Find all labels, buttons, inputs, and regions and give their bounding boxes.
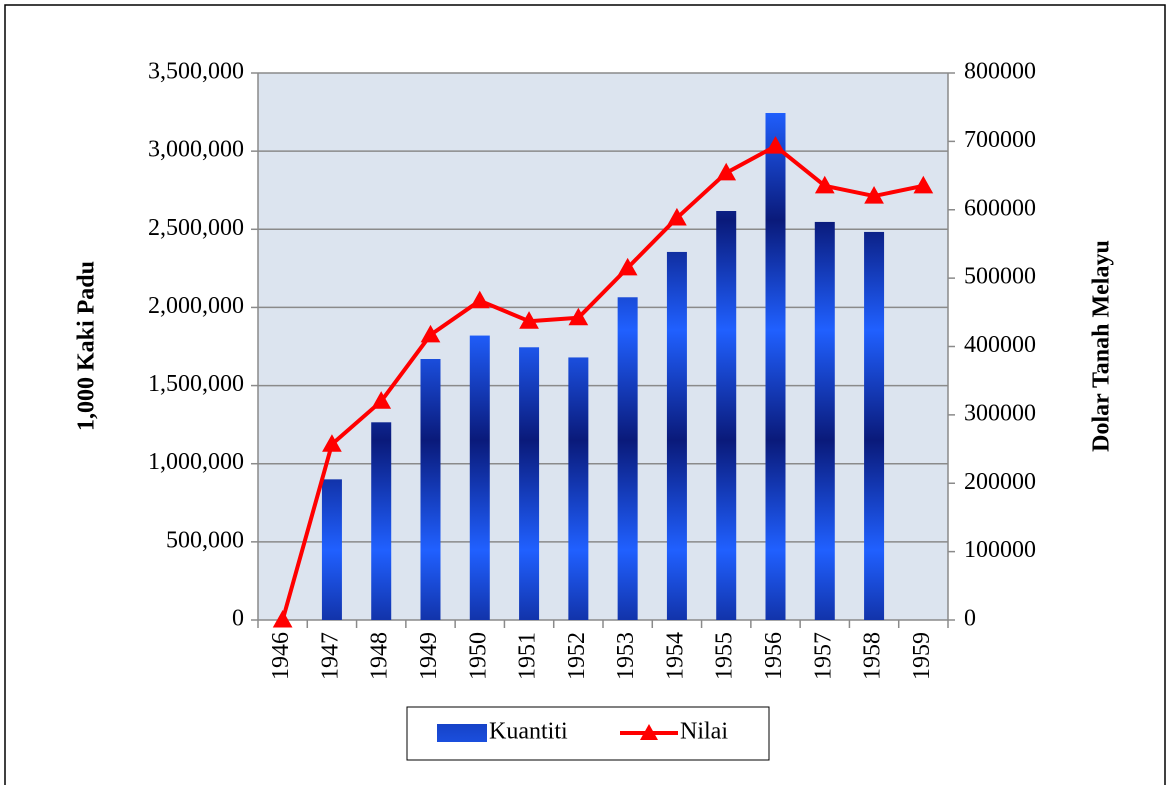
y2-tick-label: 0	[964, 606, 976, 632]
y-tick-label: 2,500,000	[148, 215, 244, 241]
y-tick-label: 1,500,000	[148, 371, 244, 397]
marker	[519, 311, 539, 329]
y2-tick-label: 600000	[964, 195, 1036, 221]
x-tick-label: 1950	[465, 632, 491, 680]
legend-swatch	[437, 724, 487, 742]
x-tick-label: 1953	[613, 632, 639, 680]
y2-tick-label: 500000	[964, 264, 1036, 290]
marker	[469, 290, 490, 309]
y2-tick-label: 400000	[964, 332, 1036, 358]
y-tick-label: 2,000,000	[148, 293, 244, 319]
marker	[667, 207, 687, 226]
x-tick-label: 1952	[564, 632, 590, 680]
marker	[814, 175, 835, 194]
marker	[617, 257, 638, 276]
y-tick-label: 0	[232, 606, 244, 632]
marker	[272, 609, 293, 628]
bar	[666, 251, 687, 620]
plot-area	[258, 73, 948, 620]
legend-label: Kuantiti	[489, 719, 568, 745]
y-axis-title: 1,000 Kaki Padu	[74, 261, 100, 431]
bar	[321, 479, 342, 620]
marker	[568, 307, 589, 326]
bar	[716, 211, 737, 620]
marker	[420, 324, 441, 343]
x-tick-label: 1958	[860, 632, 886, 680]
y-tick-label: 3,500,000	[148, 59, 244, 85]
marker	[371, 391, 392, 409]
y2-tick-label: 200000	[964, 469, 1036, 495]
marker	[322, 434, 342, 452]
x-tick-label: 1956	[761, 632, 787, 680]
bar	[371, 422, 392, 620]
x-tick-label: 1951	[515, 632, 541, 680]
bar	[617, 297, 638, 620]
legend-marker	[640, 724, 658, 740]
y-tick-label: 3,000,000	[148, 137, 244, 163]
legend-label: Nilai	[680, 719, 728, 745]
x-tick-label: 1959	[909, 632, 935, 680]
bar	[814, 221, 835, 620]
bar	[469, 335, 490, 620]
bar	[568, 357, 589, 620]
marker	[765, 136, 786, 154]
bar	[420, 359, 441, 620]
bar	[864, 231, 885, 620]
y2-tick-label: 100000	[964, 537, 1036, 563]
x-tick-label: 1948	[367, 632, 393, 680]
y2-tick-label: 300000	[964, 400, 1036, 426]
y2-tick-label: 800000	[964, 59, 1036, 85]
x-tick-label: 1949	[416, 632, 442, 680]
x-tick-label: 1954	[662, 632, 688, 680]
marker	[864, 186, 884, 204]
bar	[519, 347, 540, 620]
marker	[716, 162, 737, 181]
y2-tick-label: 700000	[964, 127, 1036, 153]
x-tick-label: 1955	[712, 632, 738, 680]
line	[280, 144, 924, 621]
x-tick-label: 1946	[268, 632, 294, 680]
y-tick-label: 1,000,000	[148, 449, 244, 475]
y2-axis-title: Dolar Tanah Melayu	[1089, 240, 1115, 452]
marker	[913, 175, 934, 194]
x-tick-label: 1947	[317, 632, 343, 680]
y-tick-label: 500,000	[166, 527, 244, 553]
x-tick-label: 1957	[810, 632, 836, 680]
bar	[765, 113, 786, 620]
